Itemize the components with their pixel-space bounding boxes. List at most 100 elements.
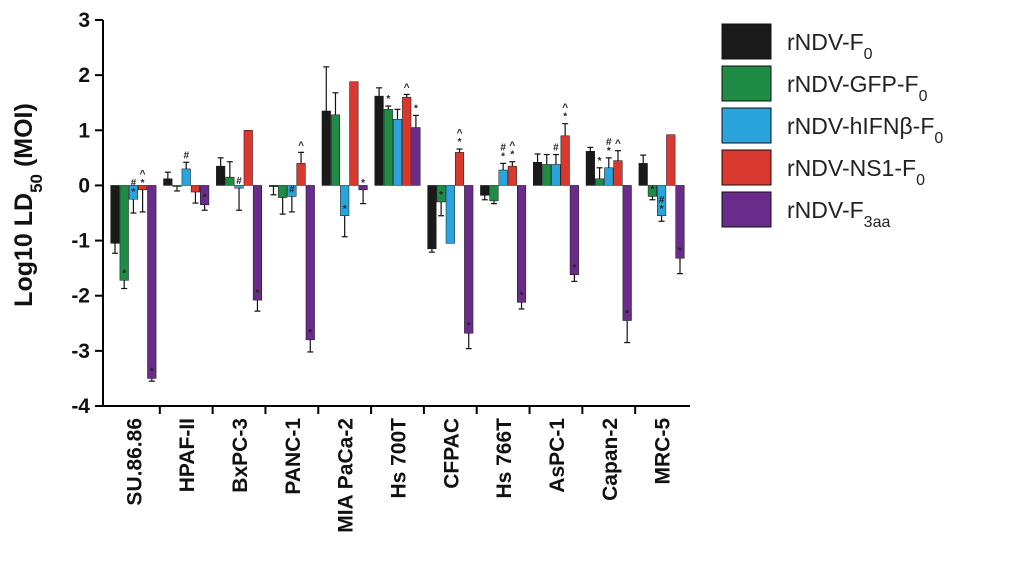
significance-mark: * xyxy=(308,328,312,339)
x-tick-label: Hs 700T xyxy=(388,418,411,499)
legend: rNDV-F0rNDV-GFP-F0rNDV-hIFNβ-F0rNDV-NS1-… xyxy=(721,23,943,231)
legend-label: rNDV-F0 xyxy=(787,29,873,63)
significance-mark: # xyxy=(606,137,612,148)
bar xyxy=(305,185,315,341)
significance-mark: # xyxy=(236,176,242,187)
bar xyxy=(666,134,676,186)
bar xyxy=(533,162,543,186)
bar xyxy=(172,185,182,187)
y-tick-label: 2 xyxy=(78,64,90,87)
significance-mark: * xyxy=(343,204,347,215)
y-tick-label: -2 xyxy=(71,285,90,308)
significance-mark: * xyxy=(255,288,259,299)
x-tick-label: AsPC-1 xyxy=(546,418,569,493)
y-tick-label: 0 xyxy=(78,174,90,197)
bar xyxy=(278,185,288,198)
bar xyxy=(560,135,570,186)
legend-label-main: rNDV-NS1-F xyxy=(787,155,916,181)
bar xyxy=(480,185,490,196)
y-axis-title: Log10 LD50 (MOI) xyxy=(10,103,46,307)
significance-mark: # xyxy=(553,143,559,154)
bar xyxy=(268,185,279,187)
bar xyxy=(252,185,262,301)
y-tick-label: 1 xyxy=(78,119,90,142)
legend-label: rNDV-hIFNβ-F0 xyxy=(787,113,943,147)
significance-mark: ^ xyxy=(457,128,463,139)
x-tick-label: PANC-1 xyxy=(282,418,305,495)
bar xyxy=(181,168,191,186)
bar xyxy=(225,176,235,186)
significance-mark: * xyxy=(361,178,365,189)
legend-swatch xyxy=(721,65,772,102)
bar xyxy=(445,185,455,244)
x-tick-label: MIA PaCa-2 xyxy=(335,418,358,533)
x-tick-label: Hs 766T xyxy=(493,418,516,499)
bar xyxy=(498,169,508,186)
plot-area: 3210-1-2-3-4*#*^**SU.86.86#*HPAF-II#*BxP… xyxy=(71,9,690,533)
significance-mark: * xyxy=(650,184,654,195)
significance-mark: * xyxy=(414,103,418,114)
bar xyxy=(464,185,474,334)
bar xyxy=(427,185,437,250)
legend-label-sub: 0 xyxy=(919,88,928,105)
bar xyxy=(613,160,623,186)
bar xyxy=(402,96,412,186)
bar xyxy=(190,185,200,193)
significance-mark: ^ xyxy=(615,139,621,150)
bar xyxy=(110,185,120,244)
bar xyxy=(349,81,359,186)
bar xyxy=(163,178,173,186)
significance-mark: * xyxy=(678,246,682,257)
significance-mark: * xyxy=(501,151,505,162)
bar xyxy=(411,127,421,186)
significance-mark: * xyxy=(563,112,567,123)
significance-mark: * xyxy=(141,178,145,189)
svg-text:Log10 LD50 (MOI): Log10 LD50 (MOI) xyxy=(10,103,46,307)
legend-label-sub: 0 xyxy=(864,46,873,63)
legend-label: rNDV-GFP-F0 xyxy=(787,71,928,105)
bar xyxy=(595,178,605,186)
significance-mark: * xyxy=(467,321,471,332)
significance-mark: # xyxy=(131,178,137,189)
significance-mark: * xyxy=(458,137,462,148)
x-tick-label: CFPAC xyxy=(440,418,463,489)
legend-label-sub: 0 xyxy=(916,172,925,189)
bar xyxy=(216,165,226,186)
legend-label-sub: 0 xyxy=(934,130,943,147)
significance-mark: ^ xyxy=(562,103,568,114)
bar xyxy=(454,152,465,186)
bar xyxy=(374,95,384,186)
bar xyxy=(119,185,129,281)
legend-label-main: rNDV-GFP-F xyxy=(787,71,919,97)
x-tick-label: HPAF-II xyxy=(176,418,199,492)
significance-mark: * xyxy=(131,187,135,198)
x-tick-label: SU.86.86 xyxy=(123,418,146,506)
significance-mark: * xyxy=(203,193,207,204)
bar xyxy=(604,167,614,186)
significance-mark: * xyxy=(439,190,443,201)
bar xyxy=(622,185,632,321)
significance-mark: ^ xyxy=(298,140,304,151)
y-tick-label: -1 xyxy=(71,230,90,253)
significance-mark: # xyxy=(500,142,506,153)
y-axis-title-sub: 50 xyxy=(27,174,46,193)
significance-mark: * xyxy=(510,150,514,161)
significance-mark: * xyxy=(122,268,126,279)
significance-mark: # xyxy=(659,195,665,206)
significance-mark: * xyxy=(660,204,664,215)
bar xyxy=(638,163,648,186)
significance-mark: ^ xyxy=(509,141,515,152)
y-tick-label: -3 xyxy=(71,340,90,363)
legend-label-main: rNDV-hIFNβ-F xyxy=(787,113,934,139)
significance-mark: ^ xyxy=(140,169,146,180)
y-axis-title-main: Log10 LD xyxy=(10,193,38,307)
significance-mark: ^ xyxy=(404,82,410,93)
legend-label-sub: 3aa xyxy=(864,214,891,231)
y-tick-label: 3 xyxy=(78,9,90,32)
bar xyxy=(243,130,253,186)
significance-mark: * xyxy=(625,309,629,320)
bar xyxy=(551,164,561,186)
x-tick-label: BxPC-3 xyxy=(229,418,252,493)
bar xyxy=(569,185,579,276)
